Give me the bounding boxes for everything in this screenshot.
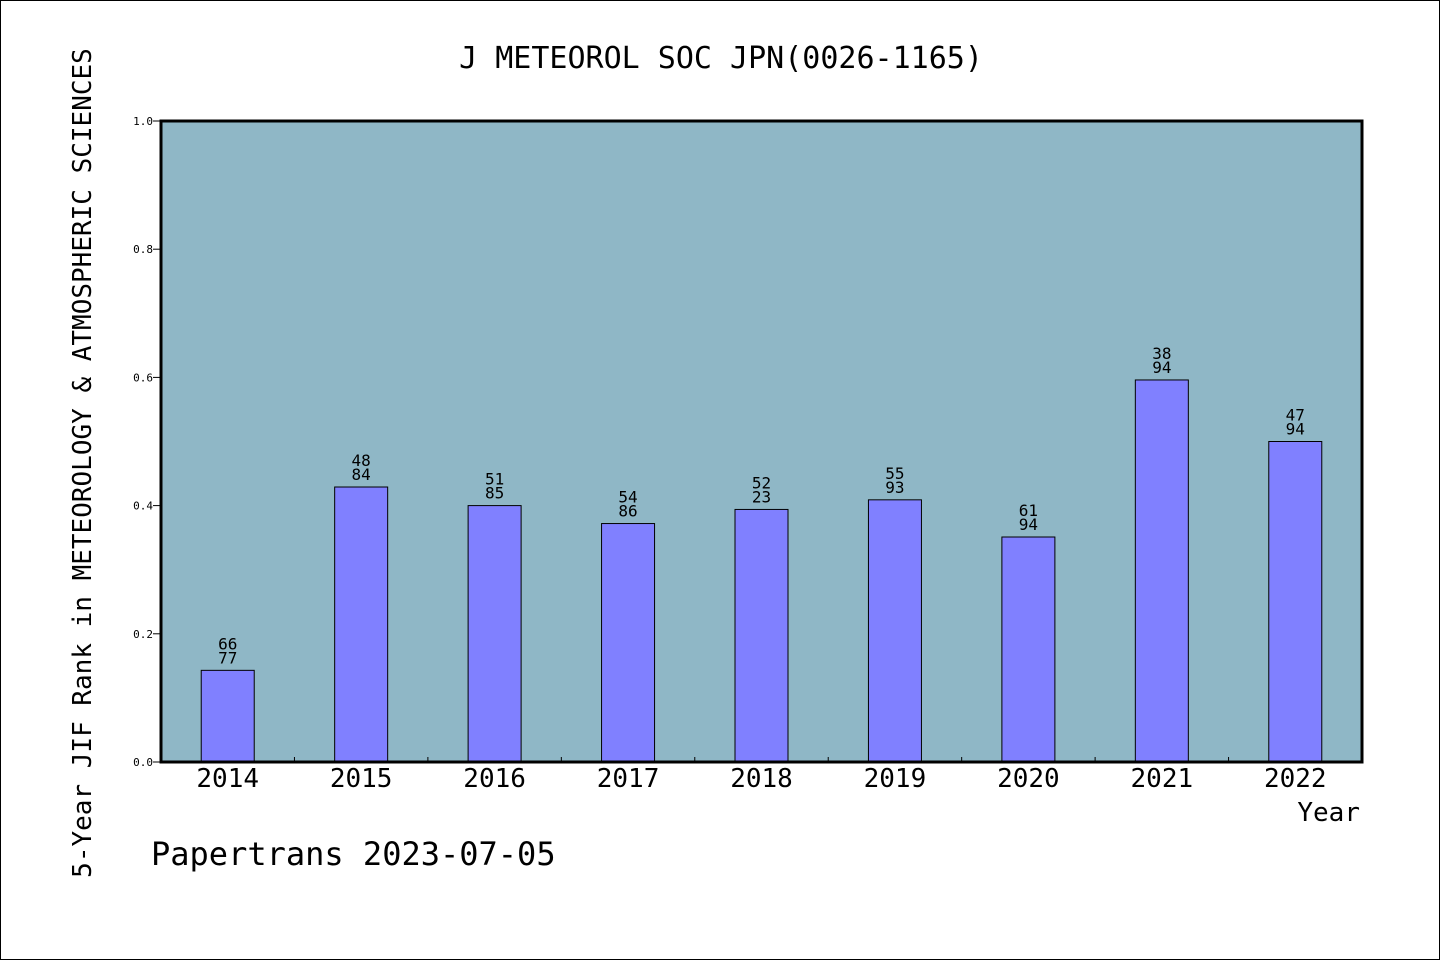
footer-credit: Papertrans 2023-07-05 <box>151 835 556 873</box>
bar-label-bottom-2016: 85 <box>485 484 504 503</box>
bar-label-bottom-2017: 86 <box>618 502 637 521</box>
bar-label-top-2022: 47 <box>1286 406 1305 425</box>
bar-label-bottom-2018: 23 <box>752 487 771 506</box>
bar-label-top-2016: 51 <box>485 470 504 489</box>
bar-2022 <box>1268 441 1323 763</box>
bar-2021 <box>1134 379 1189 763</box>
bar-label-bottom-2021: 94 <box>1152 358 1171 377</box>
bar-label-bottom-2014: 77 <box>218 648 237 667</box>
bar-label-top-2019: 55 <box>885 464 904 483</box>
y-axis-ticks: 0.0 0.2 0.4 0.6 0.8 1.0 <box>133 115 161 769</box>
y-tick-label: 0.8 <box>133 243 153 256</box>
plot-border <box>159 119 1364 764</box>
bar-2020 <box>1001 536 1056 763</box>
x-tick-label-2014: 2014 <box>196 764 259 794</box>
bar-2019 <box>867 499 922 763</box>
x-tick-label-2020: 2020 <box>997 764 1060 794</box>
x-tick-label-2022: 2022 <box>1264 764 1327 794</box>
bar-2015 <box>334 486 389 763</box>
bar-2014 <box>200 669 255 763</box>
x-tick-label-2021: 2021 <box>1131 764 1194 794</box>
bars-group <box>200 379 1323 763</box>
y-axis-label: 5-Year JIF Rank in METEOROLOGY & ATMOSPH… <box>68 48 98 878</box>
y-tick-label: 0.6 <box>133 371 153 384</box>
x-tick-label-2017: 2017 <box>597 764 660 794</box>
bar-label-top-2014: 66 <box>218 634 237 653</box>
bar-2018 <box>734 508 789 763</box>
x-tick-label-2018: 2018 <box>730 764 793 794</box>
chart-title: J METEOROL SOC JPN(0026-1165) <box>459 41 983 76</box>
bar-label-top-2020: 61 <box>1019 501 1038 520</box>
bar-label-top-2015: 48 <box>352 451 371 470</box>
bar-label-bottom-2022: 94 <box>1286 420 1305 439</box>
bar-label-top-2018: 52 <box>752 473 771 492</box>
y-tick-label: 0.4 <box>133 500 153 513</box>
y-tick-label: 1.0 <box>133 115 153 128</box>
x-tick-label-2016: 2016 <box>463 764 526 794</box>
x-axis-label: Year <box>1297 798 1360 828</box>
bar-label-bottom-2019: 93 <box>885 478 904 497</box>
y-tick-label: 0.2 <box>133 628 153 641</box>
bar-label-top-2021: 38 <box>1152 344 1171 363</box>
x-tick-label-2019: 2019 <box>864 764 927 794</box>
bar-label-top-2017: 54 <box>618 488 637 507</box>
x-tick-label-2015: 2015 <box>330 764 393 794</box>
bar-2017 <box>601 523 656 763</box>
bar-2016 <box>467 505 522 763</box>
bar-label-bottom-2015: 84 <box>352 465 371 484</box>
x-axis-ticks: 2014 2015 2016 2017 2018 2019 2020 2021 2022 <box>196 757 1327 794</box>
y-tick-label: 0.0 <box>133 756 153 769</box>
bar-label-bottom-2020: 94 <box>1019 515 1038 534</box>
